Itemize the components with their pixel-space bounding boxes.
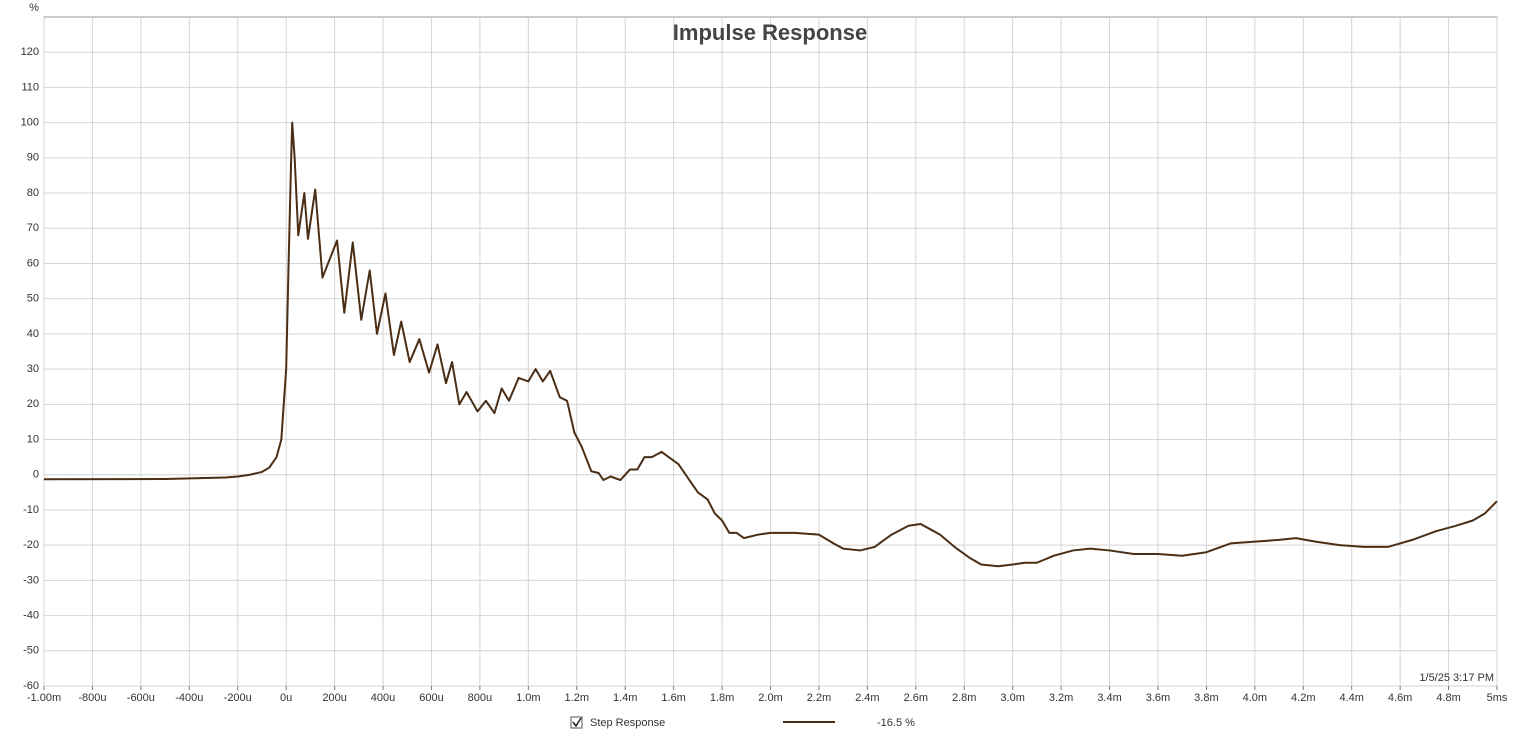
x-tick-label: 1.6m (661, 692, 685, 704)
chart-title: Impulse Response (673, 20, 867, 45)
y-tick-label: 90 (27, 152, 39, 164)
y-tick-label: -20 (23, 539, 39, 551)
x-tick-label: 4.8m (1436, 692, 1460, 704)
x-tick-label: 3.0m (1000, 692, 1024, 704)
y-tick-label: -60 (23, 680, 39, 692)
x-tick-label: 1.8m (710, 692, 734, 704)
x-tick-label: 2.2m (807, 692, 831, 704)
y-tick-label: 30 (27, 363, 39, 375)
y-tick-label: 80 (27, 187, 39, 199)
y-tick-label: 60 (27, 257, 39, 269)
y-tick-label: 0 (33, 469, 39, 481)
legend-label: Step Response (590, 717, 665, 729)
y-tick-label: 10 (27, 433, 39, 445)
y-tick-label: -10 (23, 504, 39, 516)
x-tick-label: 600u (419, 692, 443, 704)
x-tick-label: 5ms (1487, 692, 1508, 704)
x-tick-label: 1.2m (565, 692, 589, 704)
x-tick-label: 3.6m (1146, 692, 1170, 704)
x-tick-label: 3.4m (1097, 692, 1121, 704)
x-tick-label: 3.2m (1049, 692, 1073, 704)
timestamp: 1/5/25 3:17 PM (1419, 672, 1494, 684)
x-tick-label: 2.0m (758, 692, 782, 704)
x-tick-label: -1.00m (27, 692, 61, 704)
x-tick-label: 800u (468, 692, 492, 704)
y-tick-label: 50 (27, 293, 39, 305)
x-tick-label: 200u (322, 692, 346, 704)
x-tick-label: -800u (78, 692, 106, 704)
y-tick-label: 100 (21, 117, 39, 129)
series-line (43, 121, 1498, 568)
x-tick-label: 3.8m (1194, 692, 1218, 704)
x-tick-label: 1.4m (613, 692, 637, 704)
x-tick-label: 4.6m (1388, 692, 1412, 704)
x-tick-label: 0u (280, 692, 292, 704)
x-tick-label: 4.4m (1339, 692, 1363, 704)
y-tick-label: -40 (23, 609, 39, 621)
x-tick-label: 2.4m (855, 692, 879, 704)
x-tick-label: -600u (127, 692, 155, 704)
x-tick-label: 2.6m (904, 692, 928, 704)
y-tick-label: 40 (27, 328, 39, 340)
x-tick-label: -400u (175, 692, 203, 704)
y-tick-label: 120 (21, 46, 39, 58)
y-axis-label: % (29, 2, 39, 14)
legend-value: -16.5 % (877, 717, 915, 729)
y-tick-label: 110 (21, 81, 39, 93)
x-tick-label: 1.0m (516, 692, 540, 704)
x-tick-label: 2.8m (952, 692, 976, 704)
x-tick-label: 4.0m (1243, 692, 1267, 704)
x-tick-label: 4.2m (1291, 692, 1315, 704)
x-tick-label: 400u (371, 692, 395, 704)
legend-checkbox[interactable] (570, 716, 583, 729)
checkmark (572, 717, 582, 728)
y-tick-label: 20 (27, 398, 39, 410)
y-tick-label: -50 (23, 645, 39, 657)
x-tick-label: -200u (224, 692, 252, 704)
y-tick-label: 70 (27, 222, 39, 234)
y-tick-label: -30 (23, 574, 39, 586)
